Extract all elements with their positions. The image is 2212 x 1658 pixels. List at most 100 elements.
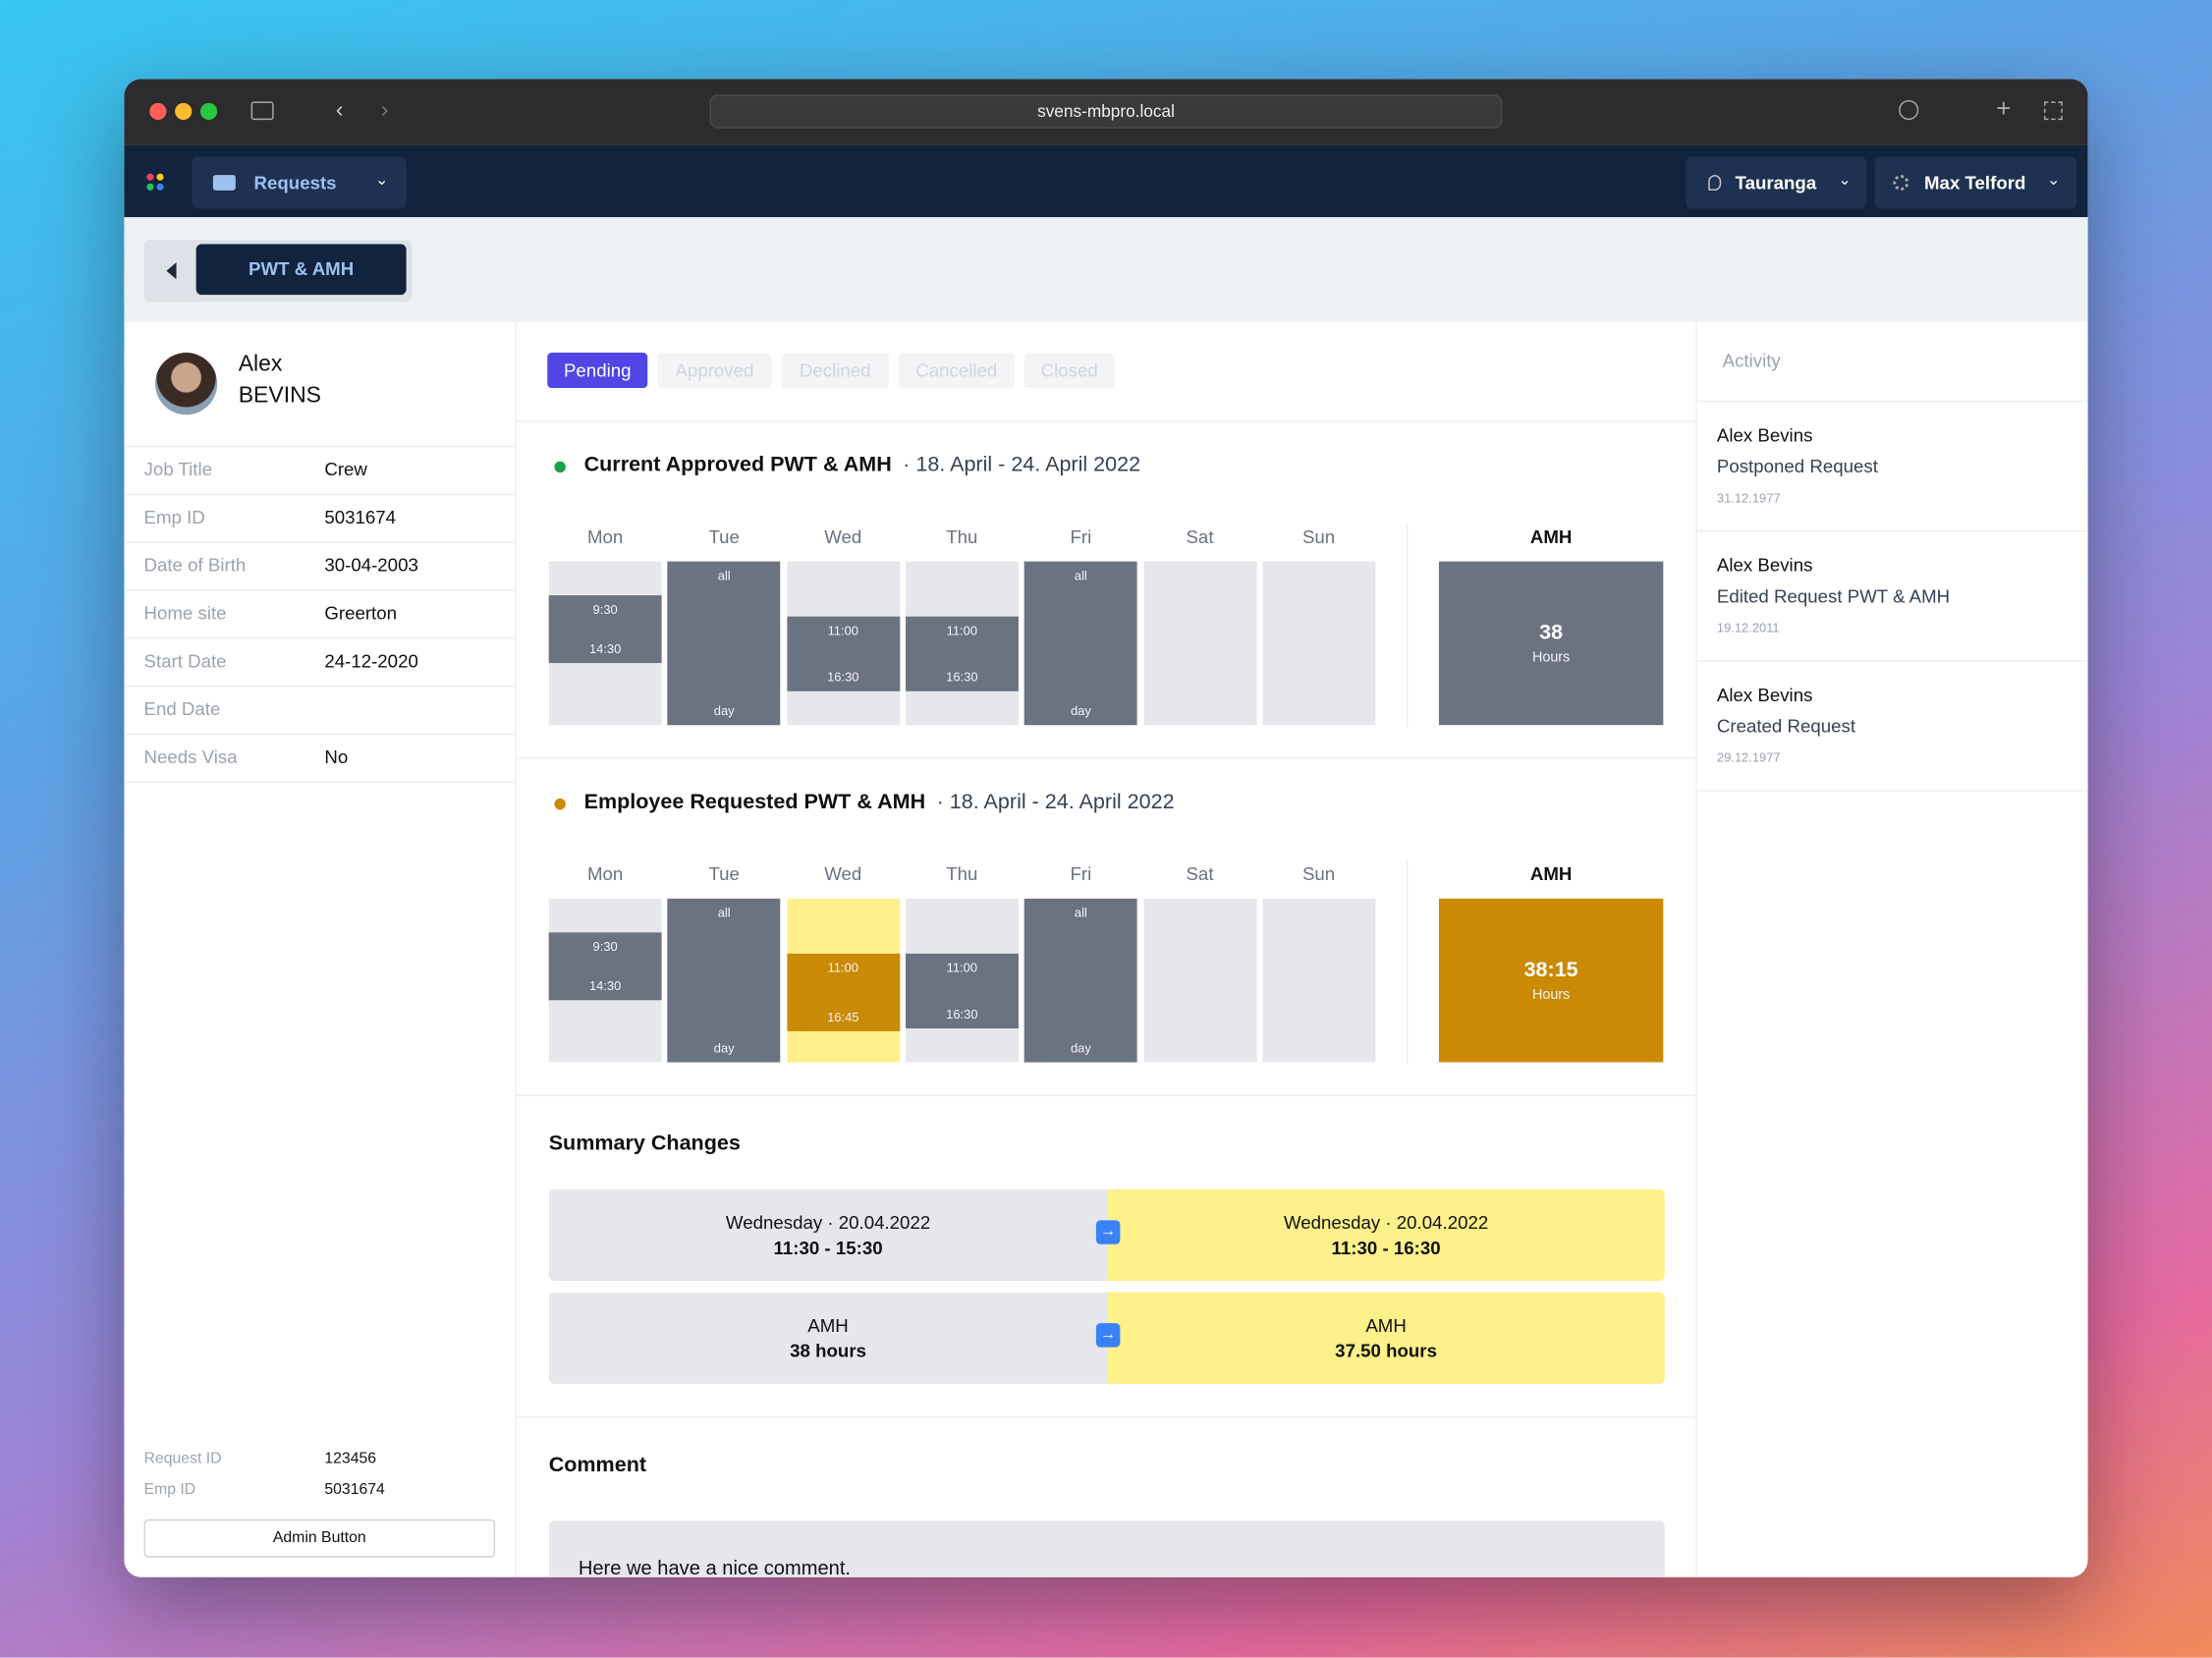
avatar bbox=[154, 353, 218, 415]
column-divider bbox=[1406, 523, 1409, 727]
day-name: Tue bbox=[708, 862, 740, 885]
shift-end: day bbox=[1070, 703, 1091, 719]
divider bbox=[1696, 530, 2088, 532]
browser-toolbar: ‹ › svens-mbpro.local + bbox=[124, 79, 2088, 145]
divider bbox=[124, 733, 517, 736]
shift-start: all bbox=[717, 568, 731, 583]
amh-unit: Hours bbox=[1531, 987, 1571, 1004]
forward-icon[interactable]: › bbox=[380, 98, 389, 123]
comment-box: Here we have a nice comment. bbox=[548, 1520, 1665, 1577]
day-name: Mon bbox=[586, 525, 624, 548]
breadcrumb-bar: PWT & AMH bbox=[124, 217, 2088, 322]
menu-dropdown[interactable]: Requests ⌄ bbox=[192, 156, 407, 209]
sidebar-icon[interactable] bbox=[250, 101, 274, 121]
day-name: Sat bbox=[1186, 525, 1214, 548]
divider bbox=[124, 686, 517, 688]
new-tab-icon[interactable]: + bbox=[1996, 94, 2012, 123]
change-line: AMH bbox=[807, 1314, 849, 1337]
change-line: 37.50 hours bbox=[1335, 1340, 1437, 1361]
zoom-button[interactable] bbox=[199, 102, 218, 121]
breadcrumb: PWT & AMH bbox=[143, 240, 413, 303]
status-tab[interactable]: Cancelled bbox=[898, 353, 1015, 388]
day-name: Tue bbox=[708, 525, 740, 548]
change-line: Wednesday · 20.04.2022 bbox=[725, 1211, 931, 1234]
field-label: Job Title bbox=[143, 458, 213, 480]
status-dot bbox=[554, 461, 566, 473]
status-tab[interactable]: Approved bbox=[657, 353, 772, 388]
activity-action: Edited Request PWT & AMH bbox=[1716, 585, 1951, 607]
field-label: End Date bbox=[143, 697, 221, 720]
change-line: AMH bbox=[1365, 1314, 1407, 1337]
address-bar[interactable]: svens-mbpro.local bbox=[709, 94, 1503, 129]
comment-text: Here we have a nice comment. bbox=[578, 1556, 852, 1577]
schedule-title: Current Approved PWT & AMH bbox=[583, 453, 892, 477]
divider bbox=[516, 419, 1696, 422]
field-value: Crew bbox=[324, 458, 367, 480]
shift-start: all bbox=[717, 906, 731, 920]
amh-unit: Hours bbox=[1531, 650, 1571, 666]
shift-start: 11:00 bbox=[946, 960, 978, 974]
user-dropdown[interactable]: Max Telford ⌄ bbox=[1874, 156, 2077, 209]
activity-action: Created Request bbox=[1716, 715, 1856, 737]
day-column: 11:00 16:45 bbox=[786, 898, 900, 1063]
day-column: all day bbox=[1023, 561, 1137, 726]
activity-date: 19.12.2011 bbox=[1716, 620, 1780, 636]
tabs-icon[interactable] bbox=[2044, 101, 2063, 121]
shift-end: 16:30 bbox=[946, 669, 978, 685]
field-label: Home site bbox=[143, 602, 227, 624]
day-name: Sun bbox=[1301, 525, 1336, 548]
shift-block: 9:30 14:30 bbox=[548, 932, 662, 1001]
field-value: 24-12-2020 bbox=[324, 650, 418, 672]
day-column: all day bbox=[667, 561, 781, 726]
divider bbox=[124, 493, 517, 496]
download-icon[interactable] bbox=[1899, 99, 1919, 121]
field-value: No bbox=[324, 746, 349, 768]
close-button[interactable] bbox=[149, 102, 167, 121]
amh-value: 38 bbox=[1539, 620, 1564, 645]
footer-value: 5031674 bbox=[324, 1481, 385, 1499]
day-column bbox=[1143, 898, 1256, 1063]
change-line: Wednesday · 20.04.2022 bbox=[1283, 1211, 1489, 1234]
divider bbox=[516, 757, 1696, 759]
day-name: Sat bbox=[1186, 862, 1214, 885]
shift-end: 16:30 bbox=[946, 1007, 978, 1022]
day-column: 11:00 16:30 bbox=[905, 898, 1019, 1063]
schedule-range: · 18. April - 24. April 2022 bbox=[903, 453, 1141, 477]
user-label: Max Telford bbox=[1924, 172, 2026, 193]
shift-end: day bbox=[713, 703, 735, 719]
breadcrumb-button[interactable]: PWT & AMH bbox=[195, 244, 407, 296]
status-tab[interactable]: Closed bbox=[1023, 353, 1115, 388]
shift-start: 11:00 bbox=[946, 623, 978, 637]
menu-label: Requests bbox=[253, 172, 337, 193]
status-tab[interactable]: Declined bbox=[781, 353, 889, 388]
shift-end: 14:30 bbox=[588, 979, 622, 994]
status-tab[interactable]: Pending bbox=[547, 353, 648, 388]
day-column: 11:00 16:30 bbox=[786, 561, 900, 726]
divider bbox=[124, 781, 517, 784]
day-column: all day bbox=[667, 898, 781, 1063]
location-dropdown[interactable]: Tauranga ⌄ bbox=[1686, 156, 1867, 209]
admin-button[interactable]: Admin Button bbox=[143, 1519, 496, 1558]
logo-dot bbox=[146, 183, 154, 191]
field-value: Greerton bbox=[324, 602, 398, 624]
day-column bbox=[1262, 561, 1376, 726]
browser-window: ‹ › svens-mbpro.local + Requests ⌄ Taura… bbox=[124, 79, 2088, 1577]
day-name: Thu bbox=[946, 862, 978, 885]
shift-start: all bbox=[1074, 906, 1087, 920]
day-name: Wed bbox=[824, 525, 862, 548]
back-arrow[interactable] bbox=[166, 262, 177, 280]
minimize-button[interactable] bbox=[175, 102, 193, 121]
activity-date: 29.12.1977 bbox=[1716, 750, 1781, 765]
divider bbox=[124, 637, 517, 639]
menu-icon bbox=[212, 175, 236, 191]
back-icon[interactable]: ‹ bbox=[335, 98, 344, 123]
divider bbox=[1696, 400, 2088, 403]
chevron: ⌄ bbox=[375, 172, 389, 190]
day-name: Wed bbox=[824, 862, 862, 885]
shift-block: all day bbox=[667, 898, 781, 1063]
activity-action: Postponed Request bbox=[1716, 455, 1878, 477]
shift-block: 11:00 16:45 bbox=[786, 953, 900, 1032]
amh-box: 38:15 Hours bbox=[1438, 898, 1664, 1063]
shift-block: 11:00 16:30 bbox=[905, 616, 1019, 691]
